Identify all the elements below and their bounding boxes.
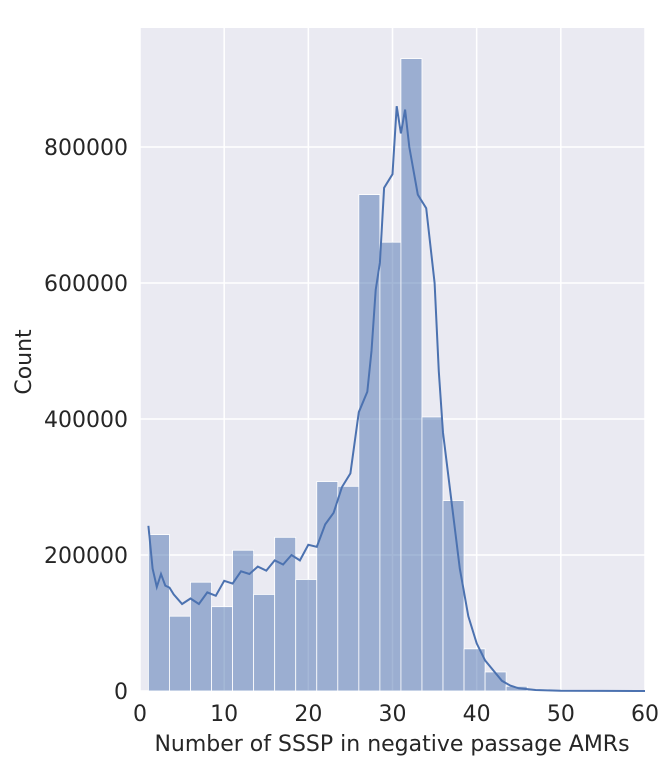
histogram-bar <box>316 481 339 692</box>
y-tick-label: 200000 <box>44 544 128 569</box>
histogram-bar <box>379 241 402 692</box>
x-tick-label: 40 <box>463 702 491 727</box>
histogram-bar <box>442 500 465 692</box>
y-tick-labels: 0 200000 400000 600000 800000 <box>44 136 128 705</box>
x-tick-label: 20 <box>294 702 322 727</box>
histogram-bar <box>337 485 360 692</box>
y-tick-label: 800000 <box>44 136 128 161</box>
histogram-bar <box>190 581 212 692</box>
x-tick-label: 50 <box>547 702 575 727</box>
histogram-bar <box>463 648 486 692</box>
x-tick-label: 10 <box>210 702 238 727</box>
kde-line <box>147 106 646 692</box>
histogram-bar <box>169 615 191 692</box>
histogram-bar <box>421 416 444 692</box>
x-tick-label: 60 <box>631 702 659 727</box>
histogram-bar <box>358 194 381 692</box>
y-axis-label: Count <box>12 329 37 395</box>
histogram-bar <box>274 536 297 692</box>
histogram-bar <box>253 594 276 692</box>
histogram-bar <box>211 606 233 692</box>
x-tick-labels: 0 10 20 30 40 50 60 <box>133 702 659 727</box>
x-tick-label: 0 <box>133 702 147 727</box>
histogram-bar <box>295 579 318 692</box>
x-tick-label: 30 <box>379 702 407 727</box>
x-axis-label: Number of SSSP in negative passage AMRs <box>154 732 629 757</box>
y-tick-label: 0 <box>114 680 128 705</box>
histogram-bar <box>400 58 423 692</box>
y-tick-label: 400000 <box>44 408 128 433</box>
y-tick-label: 600000 <box>44 272 128 297</box>
